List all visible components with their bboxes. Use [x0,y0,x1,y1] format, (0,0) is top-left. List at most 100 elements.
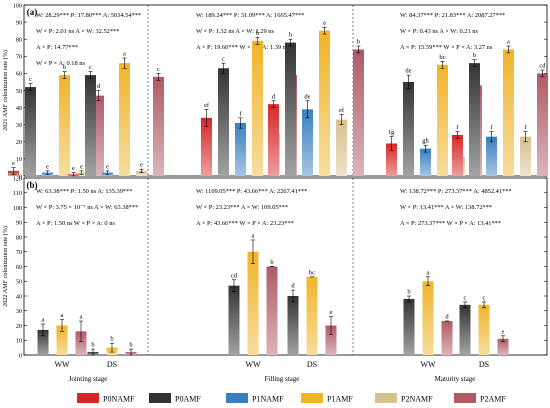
panel-label: (b) [27,180,38,190]
panel-label: (a) [27,7,38,17]
y-tick-label: 0 [19,173,22,180]
group-label: WW [245,360,261,369]
significance-letter: d [272,93,276,100]
legend-label: P0NAMF [103,395,135,404]
bar [285,42,296,177]
significance-letter: b [129,342,132,349]
y-tick-label: 10 [16,156,22,163]
y-tick-label: 30 [16,122,22,129]
bar [252,40,263,176]
y-tick-label: 110 [13,190,22,197]
bar [520,136,531,176]
significance-letter: cd [539,62,546,69]
y-tick-label: 60 [16,264,22,271]
significance-letter: b [407,289,410,296]
significance-letter: c [29,76,32,83]
stats-annotation: A × P: 273.37*** W × P × A: 13.41*** [400,220,501,227]
bar [336,119,347,176]
stats-annotation: W: 1109.05*** P: 43.66*** A: 2267.41*** [196,188,307,195]
significance-letter: b [110,336,113,343]
y-tick-label: 70 [16,54,22,61]
bar [537,73,548,176]
bar [441,321,453,355]
panel-a-chart: 0 10 20 30 40 50 60 70 80 90 100 2021 AMF colonizat… [2,2,548,180]
y-tick-label: 40 [16,293,22,300]
y-tick-label: 120 [13,175,22,182]
y-axis-label: 2021 AMF colonization rate (%) [2,50,9,131]
significance-letter: ef [204,102,210,109]
significance-letter: c [222,56,225,63]
stage-label: Filling stage [265,375,300,383]
bar [478,304,490,355]
bar [497,338,509,355]
stage-label: Maturity stage [435,375,476,383]
bar [93,95,104,176]
legend-label: P0AMF [175,395,201,404]
stats-annotation: A × P: 15.59*** W × P × A: 3.27 ns [400,44,493,51]
significance-letter: e [140,162,143,169]
y-tick-label: 70 [16,249,22,256]
significance-letter: cd [231,272,238,279]
bar [302,109,313,176]
significance-letter: a [507,39,510,46]
stats-annotation: W: 63.38*** P: 1.50 ns A: 135.39*** [36,188,133,195]
y-tick-label: 20 [16,139,22,146]
significance-letter: c [483,294,486,301]
significance-letter: de [405,68,411,75]
significance-letter: fg [389,129,395,136]
legend-label: P1AMF [327,395,353,404]
significance-letter: bc [309,269,315,276]
y-tick-label: 10 [16,338,22,345]
bar [353,49,364,176]
bar [486,136,497,176]
legend-swatch [226,393,248,403]
bar [469,63,480,176]
legend-label: P2AMF [480,395,506,404]
significance-letter: b [357,39,360,46]
bar [153,76,164,176]
significance-letter: b [91,342,94,349]
significance-letter: a [427,269,430,276]
significance-letter: d [291,283,295,290]
legend-label: P2NAMF [401,395,433,404]
significance-letter: b [270,259,273,266]
significance-letter: c [157,66,160,73]
bar [437,64,448,176]
bar [25,87,36,176]
significance-letter: a [61,312,64,319]
stats-annotation: W × P: 3.75 × 10⁻⁷ ns A × W: 63.38*** [36,204,138,211]
y-tick-label: 100 [13,2,22,9]
stats-annotation: W × P: 13.41*** A × W: 138.72*** [400,204,492,211]
bar [268,104,279,176]
legend-swatch [454,393,476,403]
significance-letter: e [330,309,333,316]
bar [420,148,431,176]
stats-annotation: W × P: 23.23*** A × W: 109.05*** [196,204,288,211]
significance-letter: b [256,30,259,37]
y-tick-label: 100 [13,205,22,212]
stage-label: Jointing stage [69,375,108,383]
legend: P0NAMF P0AMF P1NAMF P1AMF P2NAMF P2AMF [77,393,506,404]
significance-letter: d [97,83,101,90]
y-tick-label: 90 [16,19,22,26]
significance-letter: a [252,232,255,239]
significance-letter: a [42,317,45,324]
bar [325,325,337,355]
stats-annotation: W × P: 0.43 ns A × W: 0.21 ns [400,28,478,35]
significance-letter: bc [439,54,445,61]
stats-annotation: A × P: 43.66*** W × P × A: 23.23*** [196,220,294,227]
stats-annotation: W: 28.29*** P: 17.80*** A: 5034.54*** [36,12,141,19]
significance-letter: c [89,64,92,71]
significance-letter: e [502,328,505,335]
stats-annotation: W: 138.72*** P: 273.37*** A: 4852.41*** [400,188,512,195]
significance-letter: f [524,124,527,131]
bar [56,325,68,355]
bar [287,296,299,355]
stats-annotation: W × P × A: 0.18 ns [36,60,85,67]
significance-letter: f [456,124,459,131]
significance-letter: b [289,32,292,39]
stats-annotation: A × P: 1.50 ns W × P × A: 0 ns [36,220,115,227]
bar [306,276,318,355]
legend-label: P1NAMF [252,395,284,404]
